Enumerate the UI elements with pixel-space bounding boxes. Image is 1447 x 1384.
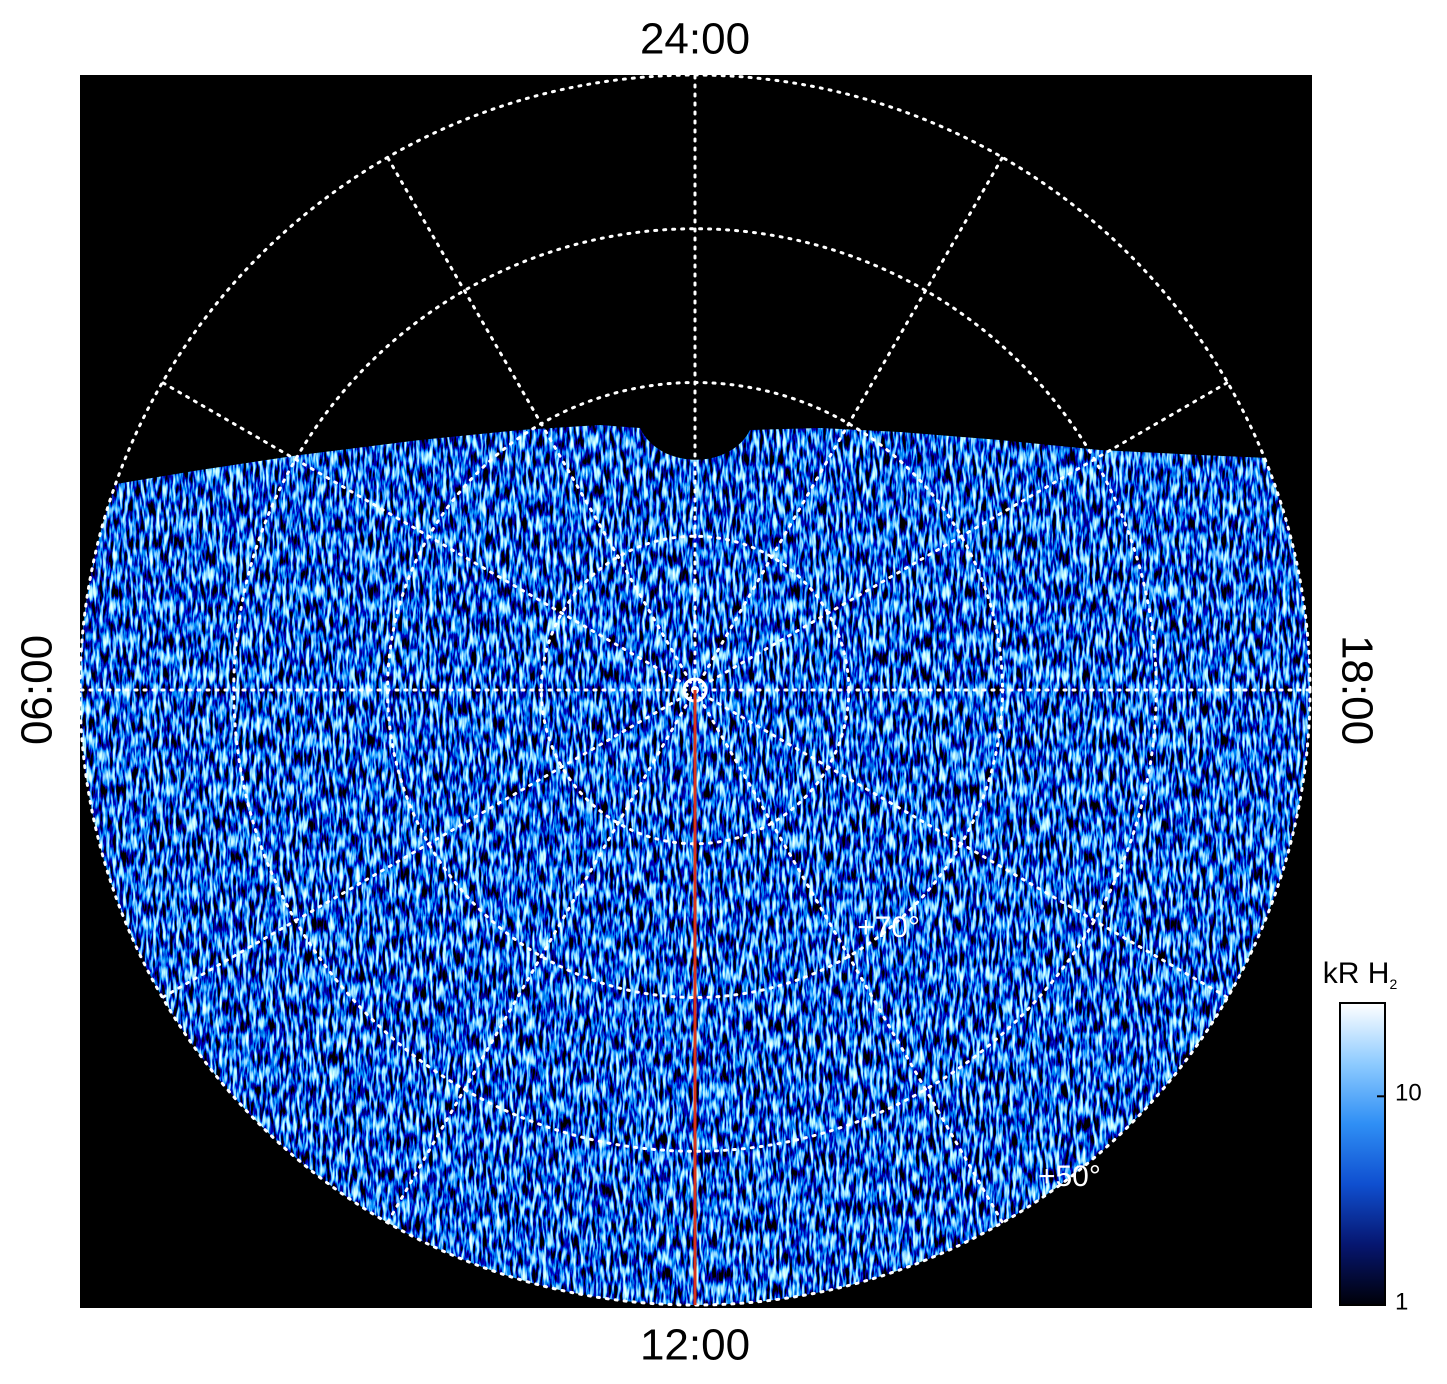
- grid: [78, 73, 1312, 1307]
- lt-label-bottom: 12:00: [640, 1321, 750, 1370]
- lt-label-right: 18:00: [1332, 635, 1381, 745]
- meridian: [693, 155, 1004, 692]
- lt-label-top: 24:00: [640, 15, 750, 64]
- latitude-label: +70°: [857, 911, 920, 944]
- meridian: [693, 381, 1230, 692]
- meridian: [693, 688, 1230, 999]
- meridian: [160, 381, 697, 692]
- meridian: [693, 688, 1004, 1225]
- meridian: [386, 688, 697, 1225]
- meridian: [160, 688, 697, 999]
- latitude-label: +50°: [1038, 1160, 1101, 1193]
- colorbar-label-main: kR H: [1323, 957, 1390, 990]
- colorbar-label: kR H2: [1323, 957, 1398, 992]
- meridian: [386, 155, 697, 692]
- lt-label-left: 06:00: [13, 635, 62, 745]
- colorbar-label-sub: 2: [1389, 976, 1397, 992]
- colorbar-tick-label: 10: [1395, 1080, 1422, 1107]
- colorbar-tick-label: 1: [1395, 1288, 1408, 1315]
- colorbar-fill: [1339, 1002, 1386, 1306]
- colorbar: 1 10: [1339, 1002, 1422, 1315]
